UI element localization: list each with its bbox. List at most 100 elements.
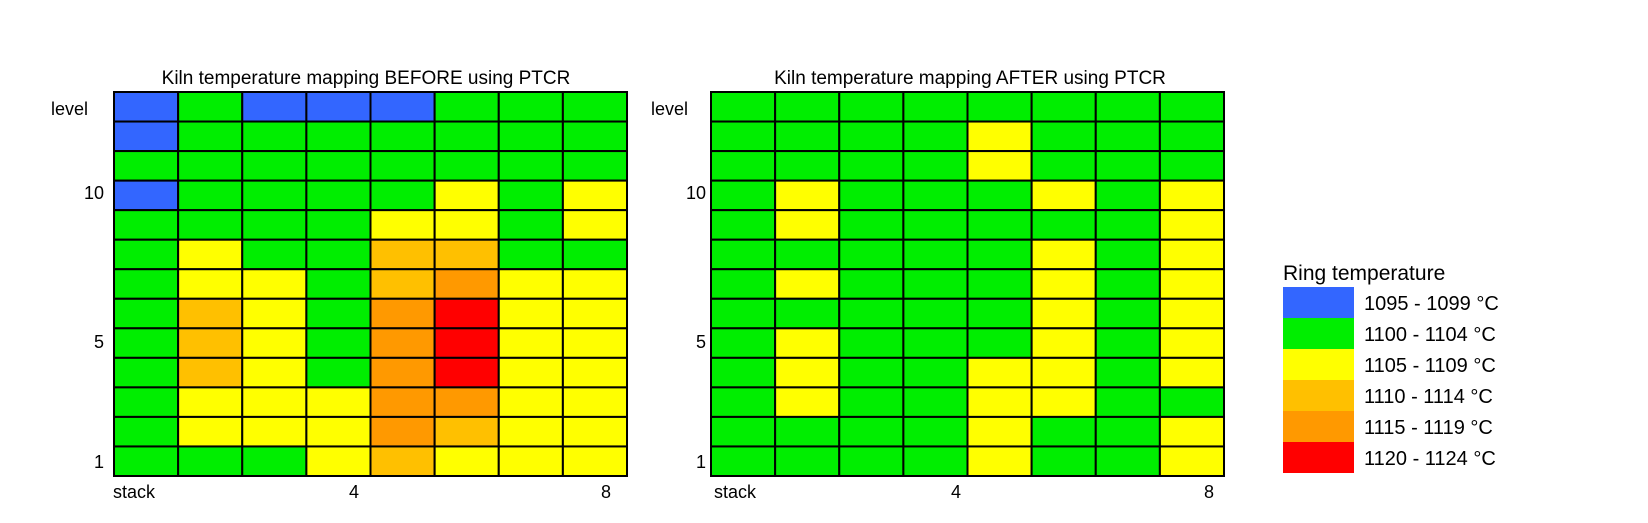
heatmap-cell — [497, 297, 564, 330]
heatmap-cell — [561, 120, 629, 153]
heatmap-cell — [1158, 415, 1226, 448]
heatmap-cell — [305, 238, 372, 271]
heatmap-cell — [1094, 150, 1161, 182]
heatmap-cell — [561, 386, 629, 418]
heatmap-cell — [1030, 327, 1097, 359]
heatmap-cell — [177, 445, 244, 477]
heatmap-cell — [113, 120, 180, 153]
heatmap-cell — [710, 445, 777, 477]
heatmap-cell — [433, 445, 500, 477]
heatmap-cell — [433, 297, 500, 330]
heatmap-cell — [902, 91, 969, 123]
heatmap-cell — [561, 445, 629, 477]
heatmap-cell — [497, 445, 564, 477]
heatmap-cell — [838, 179, 905, 212]
heatmap-cell — [177, 209, 244, 241]
heatmap-cell — [966, 297, 1033, 330]
heatmap-cell — [113, 445, 180, 477]
heatmap-cell — [433, 209, 500, 241]
heatmap-cell — [369, 356, 436, 389]
heatmap-cell — [774, 238, 841, 271]
y-axis-label-after: level — [651, 99, 688, 119]
heatmap-cell — [433, 386, 500, 418]
heatmap-cell — [177, 179, 244, 212]
heatmap-cell — [241, 120, 308, 153]
heatmap-cell — [497, 179, 564, 212]
heatmap-cell — [1030, 356, 1097, 389]
heatmap-cell — [710, 268, 777, 300]
heatmap-cell — [369, 268, 436, 300]
heatmap-cell — [241, 297, 308, 330]
heatmap-cell — [966, 415, 1033, 448]
heatmap-cell — [902, 327, 969, 359]
heatmap-cell — [1158, 356, 1226, 389]
heatmap-cells-before — [113, 91, 629, 477]
heatmap-cell — [369, 445, 436, 477]
chart-title-before: Kiln temperature mapping BEFORE using PT… — [162, 68, 571, 89]
heatmap-cell — [1094, 238, 1161, 271]
heatmap-cell — [305, 415, 372, 448]
heatmap-cell — [838, 91, 905, 123]
heatmap-cell — [966, 209, 1033, 241]
heatmap-cell — [1030, 238, 1097, 271]
heatmap-cell — [774, 415, 841, 448]
heatmap-cell — [1094, 91, 1161, 123]
legend-label: 1110 - 1114 °C — [1364, 386, 1493, 408]
heatmap-cell — [433, 150, 500, 182]
heatmap-cell — [305, 120, 372, 153]
heatmap-cell — [966, 386, 1033, 418]
heatmap-cell — [1094, 179, 1161, 212]
heatmap-cell — [433, 179, 500, 212]
legend-label: 1105 - 1109 °C — [1364, 355, 1496, 377]
heatmap-cell — [561, 327, 629, 359]
x-tick-label: 8 — [1204, 482, 1214, 502]
legend-label: 1095 - 1099 °C — [1364, 293, 1499, 315]
heatmap-cell — [966, 120, 1033, 153]
x-axis-label-before: stack — [113, 482, 156, 502]
heatmap-cell — [497, 356, 564, 389]
heatmap-cell — [305, 445, 372, 477]
y-tick-label: 1 — [696, 452, 706, 472]
heatmap-cell — [113, 415, 180, 448]
heatmap-cell — [497, 238, 564, 271]
heatmap-cell — [369, 386, 436, 418]
heatmap-cell — [838, 386, 905, 418]
heatmap-cell — [774, 327, 841, 359]
heatmap-cell — [902, 445, 969, 477]
heatmap-cell — [497, 415, 564, 448]
heatmap-cell — [561, 238, 629, 271]
heatmap-cell — [1158, 268, 1226, 300]
heatmap-cell — [369, 179, 436, 212]
heatmap-cell — [113, 386, 180, 418]
heatmap-cell — [774, 179, 841, 212]
heatmap-cell — [369, 238, 436, 271]
heatmap-cell — [774, 120, 841, 153]
heatmap-cell — [838, 120, 905, 153]
heatmap-cell — [966, 179, 1033, 212]
heatmap-cell — [710, 238, 777, 271]
heatmap-cell — [369, 150, 436, 182]
heatmap-cell — [561, 91, 629, 123]
heatmap-cell — [305, 179, 372, 212]
heatmap-cell — [774, 297, 841, 330]
legend-label: 1100 - 1104 °C — [1364, 324, 1496, 346]
heatmap-cell — [497, 386, 564, 418]
heatmap-cell — [710, 356, 777, 389]
heatmap-cell — [305, 327, 372, 359]
heatmap-cell — [241, 268, 308, 300]
heatmap-cell — [113, 297, 180, 330]
heatmap-cell — [774, 356, 841, 389]
heatmap-cell — [561, 209, 629, 241]
heatmap-cell — [1030, 415, 1097, 448]
heatmap-cell — [241, 356, 308, 389]
heatmap-cell — [838, 445, 905, 477]
heatmap-cell — [710, 327, 777, 359]
heatmap-cell — [433, 238, 500, 271]
heatmap-cell — [1158, 386, 1226, 418]
heatmap-cell — [241, 386, 308, 418]
legend-label: 1120 - 1124 °C — [1364, 448, 1496, 470]
heatmap-cell — [1094, 327, 1161, 359]
heatmap-cell — [369, 209, 436, 241]
heatmap-cell — [902, 356, 969, 389]
heatmap-cell — [241, 179, 308, 212]
